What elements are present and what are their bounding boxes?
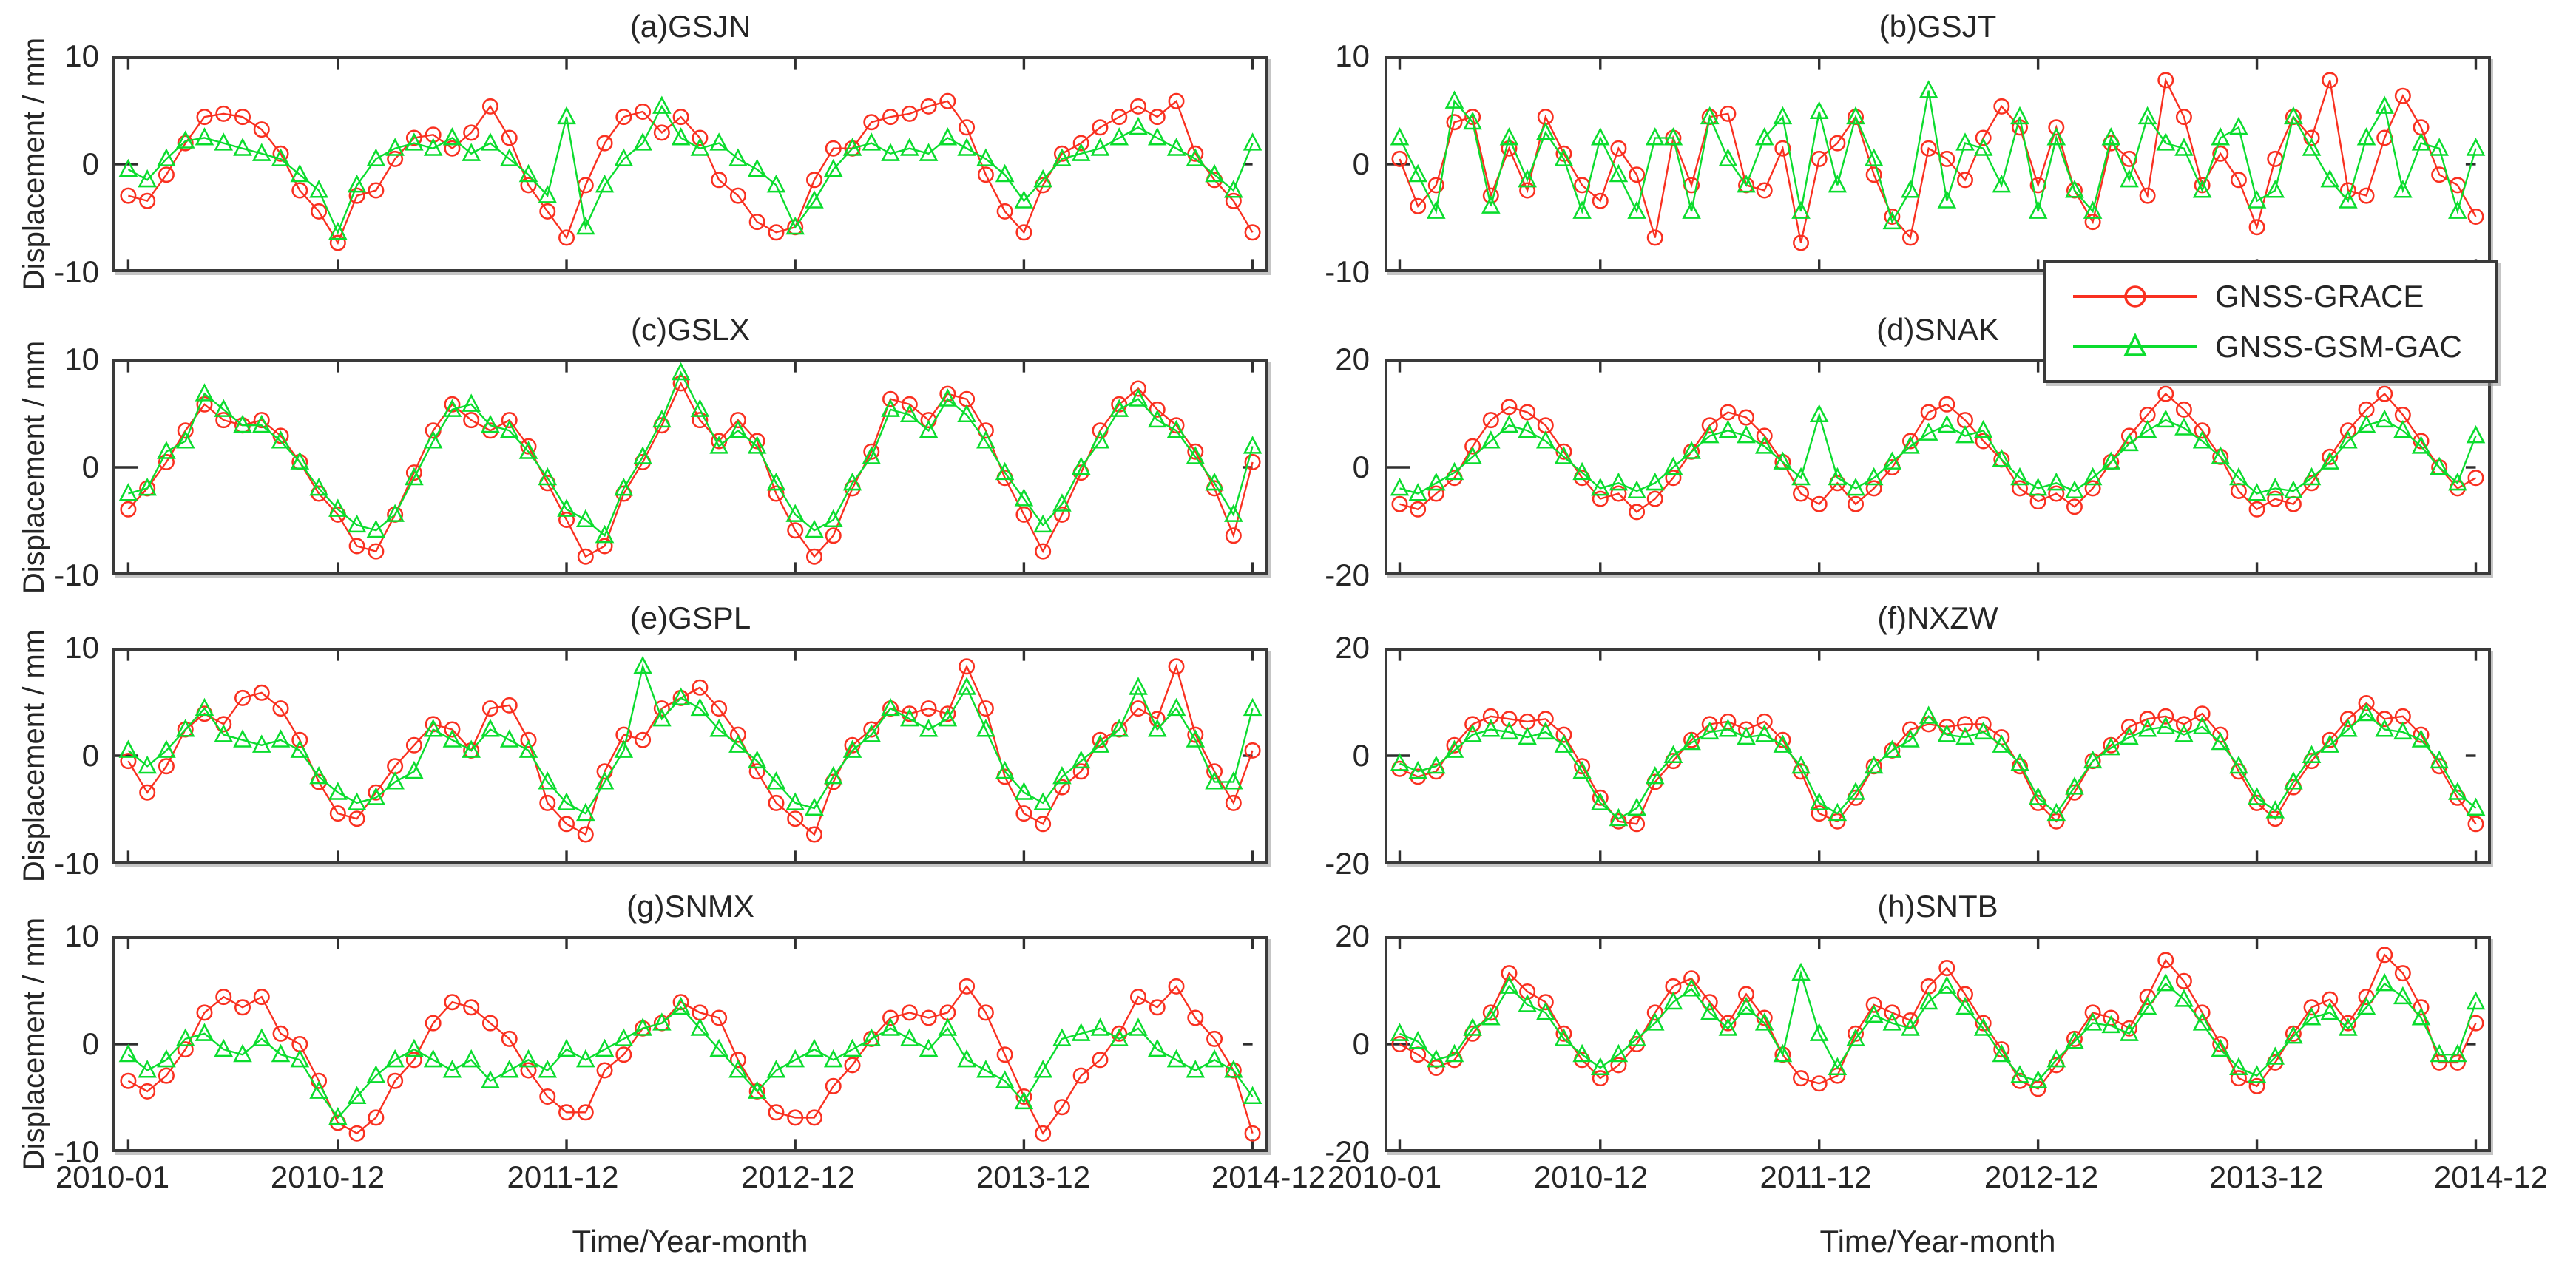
legend-label-gnss-grace: GNSS-GRACE	[2215, 278, 2424, 314]
legend-label-gnss-gsm-gac: GNSS-GSM-GAC	[2215, 329, 2462, 365]
subplot-f-plot	[1385, 648, 2491, 864]
subplot-b-plot	[1385, 56, 2491, 272]
ytick-label: -10	[54, 558, 99, 592]
xtick-label: 2010-12	[270, 1159, 385, 1194]
subplot-b-title: (b)GSJT	[1879, 9, 1997, 44]
ytick-label: 20	[1335, 342, 1370, 376]
xtick-label: 2013-12	[2208, 1159, 2324, 1194]
subplot-c-plot	[112, 359, 1268, 575]
xtick-label: 2010-01	[55, 1159, 170, 1194]
subplot-a-canvas	[115, 59, 1262, 269]
ytick-label: -20	[1325, 558, 1370, 592]
ytick-label: 10	[64, 342, 99, 376]
ytick-label: 0	[1352, 1026, 1370, 1061]
subplot-e-title: (e)GSPL	[629, 600, 751, 635]
subplot-d-plot	[1385, 359, 2491, 575]
subplot-h-canvas	[1386, 939, 2486, 1149]
subplot-h-plot	[1385, 936, 2491, 1152]
legend: GNSS-GRACE GNSS-GSM-GAC	[2043, 260, 2498, 383]
ytick-label: 10	[64, 918, 99, 953]
ytick-label: 10	[64, 630, 99, 665]
ytick-label: 20	[1335, 630, 1370, 665]
xtick-label: 2010-12	[1533, 1159, 1649, 1194]
ytick-label: 0	[81, 738, 99, 773]
ytick-label: 0	[81, 146, 99, 181]
subplot-h-title: (h)SNTB	[1877, 889, 1998, 924]
subplot-b-canvas	[1386, 59, 2486, 269]
subplot-g-title: (g)SNMX	[626, 889, 754, 924]
subplot-g-canvas	[115, 939, 1262, 1149]
xtick-label: 2011-12	[1759, 1159, 1872, 1194]
subplot-e-canvas	[115, 651, 1262, 861]
legend-sample-triangle	[2073, 333, 2197, 357]
ytick-label: 10	[64, 38, 99, 73]
subplot-c-title: (c)GSLX	[630, 312, 751, 347]
xtick-label: 2014-12	[1211, 1159, 1326, 1194]
subplot-a-title: (a)GSJN	[629, 9, 751, 44]
subplot-f-canvas	[1386, 651, 2486, 861]
x-axis-label-left: Time/Year-month	[572, 1224, 808, 1259]
legend-entry-gnss-gsm-gac: GNSS-GSM-GAC	[2069, 329, 2495, 365]
ytick-label: 0	[1352, 738, 1370, 773]
xtick-label: 2012-12	[740, 1159, 856, 1194]
ytick-label: 10	[1335, 38, 1370, 73]
ytick-label: -10	[1325, 254, 1370, 289]
xtick-label: 2012-12	[1984, 1159, 2099, 1194]
subplot-g-plot	[112, 936, 1268, 1152]
xtick-label: 2010-01	[1327, 1159, 1442, 1194]
legend-entry-gnss-grace: GNSS-GRACE	[2069, 279, 2495, 314]
ytick-label: 0	[81, 450, 99, 484]
subplot-d-canvas	[1386, 362, 2486, 572]
xtick-label: 2014-12	[2433, 1159, 2549, 1194]
subplot-c-canvas	[115, 362, 1262, 572]
legend-sample-circle	[2073, 285, 2197, 308]
ytick-label: 0	[1352, 450, 1370, 484]
subplot-a-plot	[112, 56, 1268, 272]
subplot-e-plot	[112, 648, 1268, 864]
subplot-d-title: (d)SNAK	[1876, 312, 1999, 347]
ytick-label: -20	[1325, 1134, 1370, 1169]
xtick-label: 2013-12	[976, 1159, 1091, 1194]
ytick-label: -10	[54, 846, 99, 881]
xtick-label: 2011-12	[507, 1159, 619, 1194]
ytick-label: 0	[1352, 146, 1370, 181]
ytick-label: 0	[81, 1026, 99, 1061]
ytick-label: -10	[54, 1134, 99, 1169]
x-axis-label-right: Time/Year-month	[1819, 1224, 2056, 1259]
subplot-f-title: (f)NXZW	[1877, 600, 1998, 635]
ytick-label: -20	[1325, 846, 1370, 881]
ytick-label: -10	[54, 254, 99, 289]
ytick-label: 20	[1335, 918, 1370, 953]
